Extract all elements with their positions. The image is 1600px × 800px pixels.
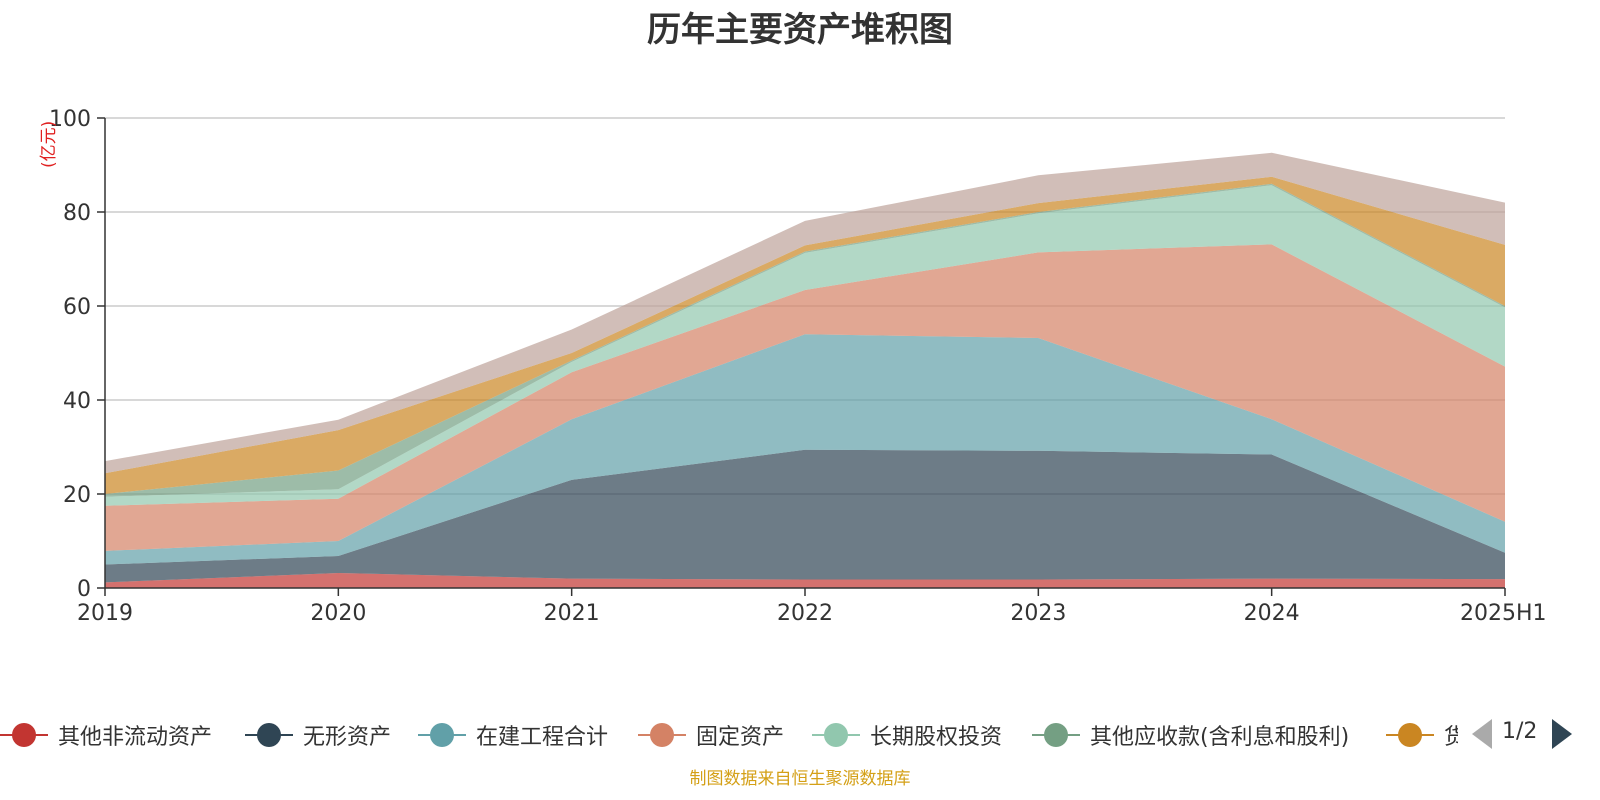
y-tick-label: 20 <box>63 483 91 508</box>
legend-label: 固定资产 <box>696 725 785 750</box>
area-series-3[interactable] <box>105 244 1505 551</box>
y-tick-label: 60 <box>63 295 91 320</box>
source-note: 制图数据来自恒生聚源数据库 <box>689 769 911 789</box>
y-tick-label: 100 <box>49 107 91 132</box>
legend-pager: 1/2 <box>1470 715 1600 755</box>
legend-label: 其他非流动资产 <box>58 725 213 750</box>
y-axis-unit-label: (亿元) <box>39 120 59 168</box>
legend-next-page-icon[interactable] <box>1552 719 1572 749</box>
legend-label: 货 <box>1444 725 1458 750</box>
x-tick-label: 2024 <box>1244 601 1300 626</box>
legend-item[interactable]: 在建工程合计 <box>418 715 608 755</box>
y-tick-label: 80 <box>63 201 91 226</box>
legend-label: 在建工程合计 <box>476 725 609 750</box>
area-series-4[interactable] <box>105 185 1505 506</box>
area-series-0[interactable] <box>105 573 1505 588</box>
x-tick-label: 2025H1 <box>1460 601 1547 626</box>
legend-label: 无形资产 <box>303 725 392 750</box>
x-tick-label: 2021 <box>544 601 600 626</box>
legend-prev-page-icon[interactable] <box>1472 719 1492 749</box>
legend-item[interactable]: 货 <box>1386 715 1458 755</box>
legend-item[interactable]: 长期股权投资 <box>812 715 1002 755</box>
legend-item[interactable]: 其他应收款(含利息和股利) <box>1032 715 1349 755</box>
area-series <box>105 152 1505 588</box>
area-series-6[interactable] <box>105 176 1505 495</box>
area-series-5[interactable] <box>105 183 1505 497</box>
legend-label: 长期股权投资 <box>870 725 1003 750</box>
legend-page-indicator: 1/2 <box>1502 719 1538 744</box>
y-tick-label: 0 <box>77 577 91 602</box>
x-tick-label: 2020 <box>310 601 366 626</box>
legend-item[interactable]: 其他非流动资产 <box>0 715 212 755</box>
legend-marker-icon <box>418 722 466 748</box>
axes: 0 20 40 60 80 100 2019 2020 2021 2022 2023 2024 2025… <box>49 107 1547 626</box>
legend-marker-icon <box>812 722 860 748</box>
legend-marker-icon <box>0 722 48 748</box>
legend-label: 其他应收款(含利息和股利) <box>1090 725 1350 750</box>
area-series-1[interactable] <box>105 449 1505 583</box>
x-tick-label: 2023 <box>1010 601 1066 626</box>
legend: 其他非流动资产 无形资产 在建工程合计 固定资产 长期股权投资 其他应收款(含利息和股利)… <box>0 715 1600 755</box>
legend-marker-icon <box>1386 722 1434 748</box>
y-tick-label: 40 <box>63 389 91 414</box>
legend-item[interactable]: 无形资产 <box>245 715 391 755</box>
legend-item[interactable]: 固定资产 <box>638 715 784 755</box>
legend-items: 其他非流动资产 无形资产 在建工程合计 固定资产 长期股权投资 其他应收款(含利息和股利)… <box>0 715 1458 755</box>
legend-marker-icon <box>1032 722 1080 748</box>
area-series-2[interactable] <box>105 334 1505 565</box>
legend-marker-icon <box>245 722 293 748</box>
x-tick-label: 2022 <box>777 601 833 626</box>
chart-title: 历年主要资产堆积图 <box>647 10 953 50</box>
area-series-7[interactable] <box>105 152 1505 474</box>
legend-marker-icon <box>638 722 686 748</box>
x-tick-label: 2019 <box>77 601 133 626</box>
